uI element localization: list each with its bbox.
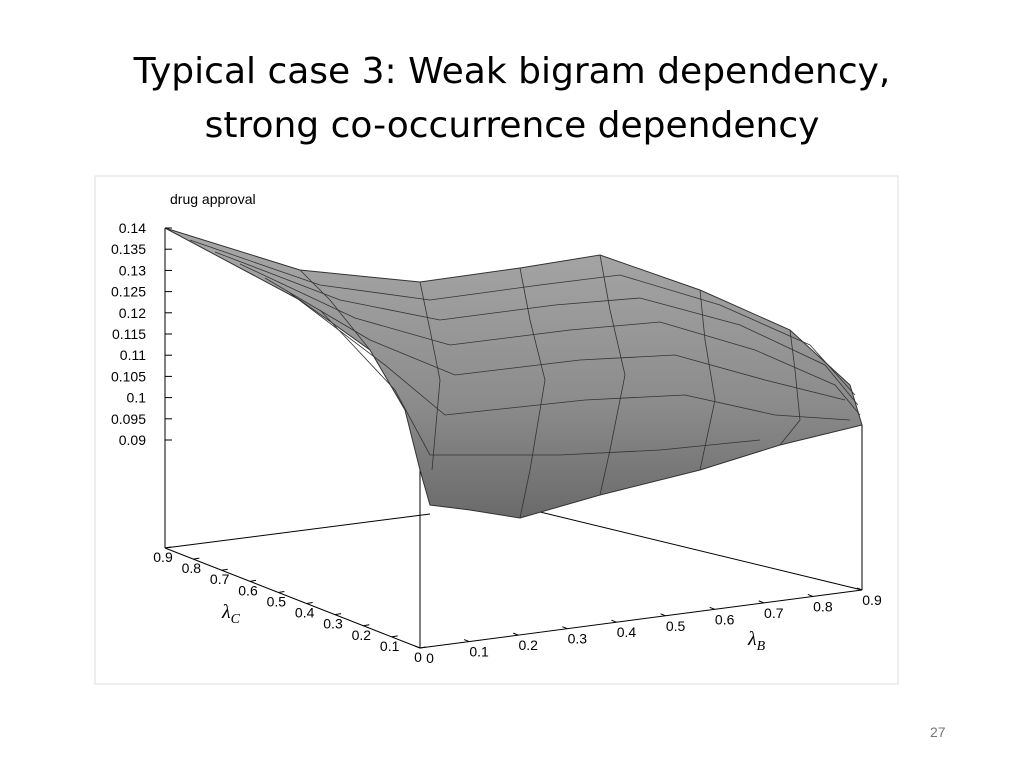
y-tick-label: 0.3 [323, 616, 343, 632]
y-tick [221, 568, 228, 571]
z-tick-label: 0.095 [111, 411, 146, 427]
y-tick [363, 624, 370, 627]
z-tick-label: 0.115 [112, 326, 146, 342]
z-tick-label: 0.13 [119, 262, 146, 278]
x-tick [758, 600, 764, 604]
x-tick [463, 639, 470, 643]
x-tick-label: 0.2 [518, 637, 538, 653]
x-tick-label: 0.4 [617, 624, 637, 640]
y-tick [164, 546, 172, 549]
x-tick-label: 0.5 [666, 618, 686, 634]
surface [164, 227, 863, 519]
x-tick [513, 632, 519, 636]
y-tick-label: 0 [414, 649, 422, 665]
slide-title: strong co-occurrence dependency [204, 105, 820, 146]
figure-label: drug approval [170, 191, 256, 207]
x-tick-label: 0.8 [813, 598, 833, 614]
axis-subscript: C [231, 612, 241, 627]
y-tick [249, 579, 257, 582]
x-tick [856, 587, 863, 591]
y-tick [306, 602, 313, 605]
x-tick-label: 0.1 [469, 644, 489, 660]
x-axis-label: λB [747, 628, 766, 654]
y-tick-label: 0.7 [210, 571, 230, 587]
x-tick-label: 0.7 [764, 605, 784, 621]
y-tick-label: 0.6 [238, 582, 258, 598]
axis-symbol: λ [221, 601, 231, 623]
y-tick-label: 0.5 [267, 593, 287, 609]
y-tick-label: 0.8 [182, 560, 202, 576]
y-tick [334, 613, 342, 616]
x-tick-label: 0.6 [715, 611, 735, 627]
x-tick [414, 645, 421, 649]
slide-title: Typical case 3: Weak bigram dependency, [133, 51, 891, 92]
z-tick-label: 0.105 [111, 368, 146, 384]
y-tick-label: 0.2 [352, 627, 372, 643]
z-tick-label: 0.12 [119, 305, 146, 321]
x-tick [709, 606, 715, 610]
z-tick-label: 0.135 [111, 241, 146, 257]
y-axis-label: λC [221, 601, 241, 627]
z-tick-label: 0.14 [119, 220, 146, 236]
x-tick [807, 593, 814, 597]
x-tick-label: 0.9 [862, 592, 882, 608]
z-tick-label: 0.11 [120, 347, 146, 363]
page-number: 27 [930, 724, 946, 740]
y-tick [391, 635, 398, 638]
x-tick [660, 613, 666, 617]
y-tick-label: 0.9 [153, 549, 173, 565]
axes-box [164, 228, 863, 649]
x-tick [611, 619, 617, 623]
x-tick-label: 0 [426, 650, 434, 666]
y-tick [193, 557, 200, 560]
x-tick-label: 0.3 [568, 631, 588, 647]
z-tick-label: 0.09 [119, 432, 146, 448]
z-tick-label: 0.1 [127, 390, 147, 406]
z-tick-label: 0.125 [111, 284, 146, 300]
y-tick [278, 590, 285, 593]
x-tick [562, 626, 568, 630]
y-tick [419, 646, 427, 649]
y-tick-label: 0.1 [380, 638, 400, 654]
axis-subscript: B [757, 639, 766, 654]
y-tick-label: 0.4 [295, 605, 315, 621]
axis-symbol: λ [747, 628, 757, 650]
